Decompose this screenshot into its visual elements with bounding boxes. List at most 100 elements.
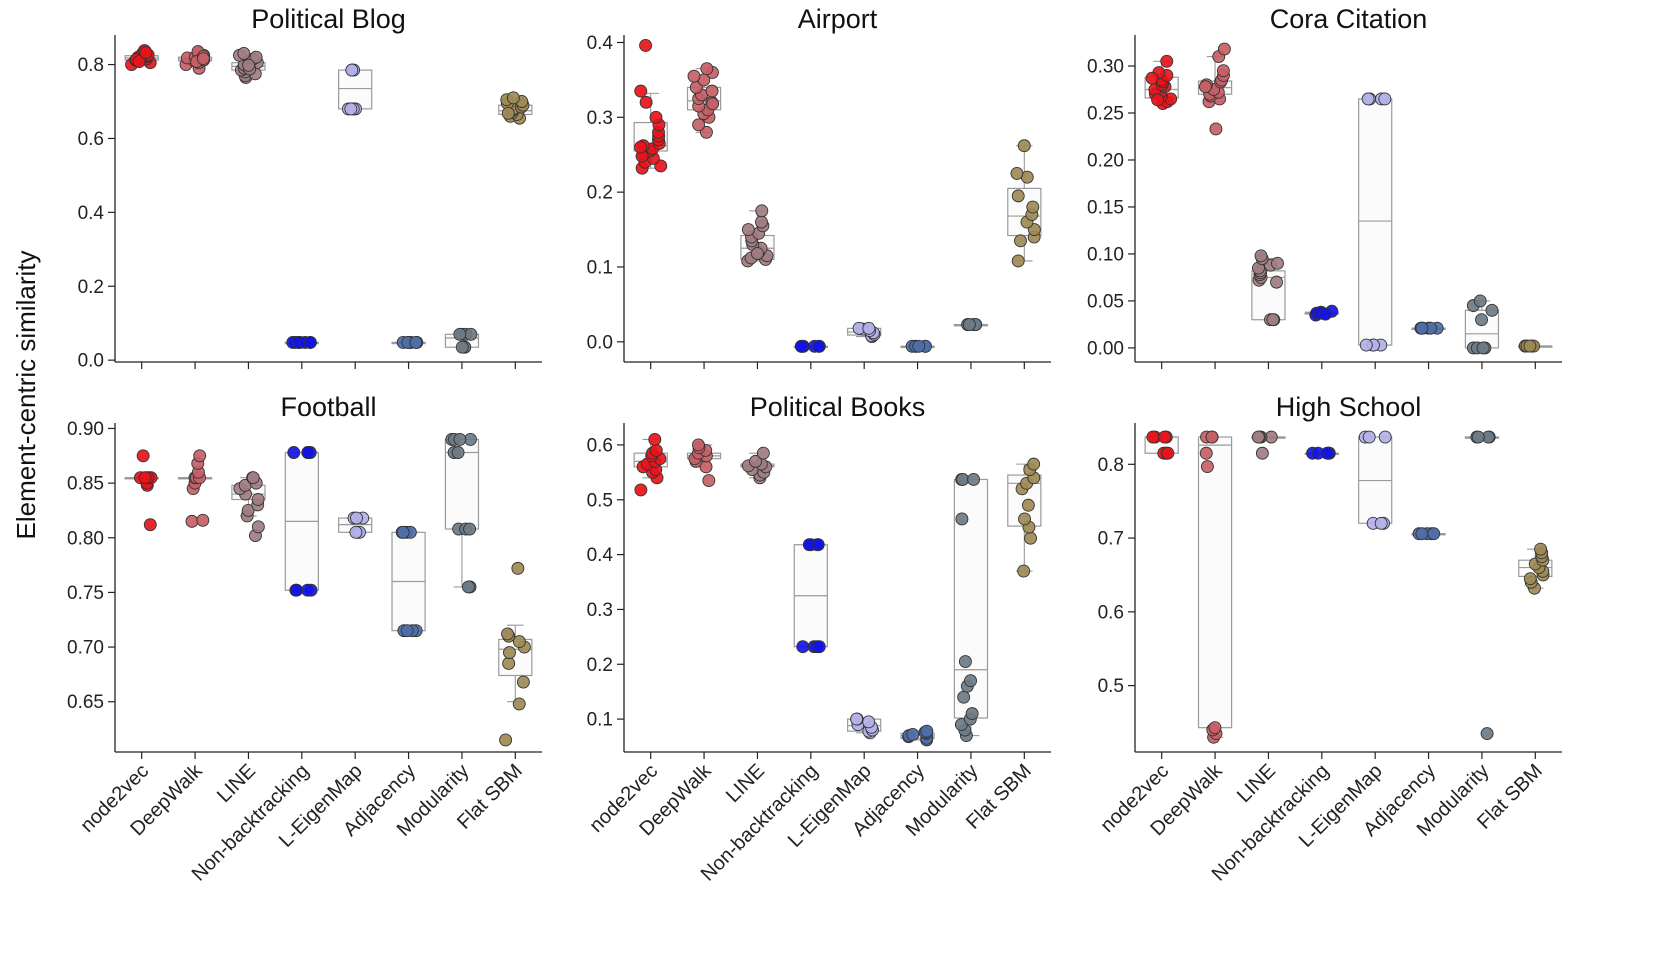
data-point	[400, 624, 414, 638]
chart-panels: Political Blog0.00.20.40.60.8Airport0.00…	[67, 4, 1562, 886]
data-point	[850, 712, 864, 726]
data-point	[958, 655, 972, 668]
data-point	[396, 525, 410, 539]
series-non-backtracking	[284, 335, 319, 349]
series-l-eigenmap	[1358, 92, 1393, 352]
data-point	[811, 538, 825, 552]
series-l-eigenmap	[338, 511, 373, 539]
series-flat-sbm	[498, 561, 533, 747]
x-tick-label-line: LINE	[1233, 760, 1280, 807]
data-point	[1378, 430, 1392, 444]
data-point	[812, 339, 826, 353]
data-point	[516, 675, 530, 689]
data-point	[136, 449, 150, 463]
data-point	[1485, 303, 1499, 317]
panel-title-political-books: Political Books	[750, 392, 926, 422]
data-point	[301, 446, 315, 459]
data-point	[1217, 42, 1231, 56]
data-point	[506, 91, 520, 105]
series-node2vec	[124, 44, 159, 72]
data-point	[1415, 321, 1429, 335]
series-non-backtracking	[793, 538, 828, 654]
y-tick-label: 0.00	[1087, 338, 1124, 359]
data-point	[906, 728, 920, 741]
data-point	[1198, 80, 1212, 94]
y-tick-label: 0.3	[587, 600, 613, 621]
data-point	[251, 520, 265, 534]
data-point	[301, 583, 315, 597]
series-adjacency	[391, 525, 426, 638]
data-point	[1017, 139, 1031, 153]
data-point	[1010, 166, 1024, 180]
y-tick-label: 0.10	[1087, 244, 1124, 265]
data-point	[462, 580, 475, 594]
data-point	[1254, 249, 1268, 263]
data-point	[1024, 531, 1038, 545]
data-point	[1209, 122, 1223, 136]
data-point	[1205, 430, 1219, 444]
data-point	[499, 733, 513, 747]
data-point	[1158, 430, 1172, 444]
data-point	[1361, 92, 1375, 106]
data-point	[634, 84, 648, 98]
data-point	[1359, 338, 1373, 352]
y-tick-label: 0.5	[1098, 676, 1124, 697]
series-flat-sbm	[1518, 339, 1553, 353]
data-point	[453, 327, 467, 341]
series-adjacency	[1411, 321, 1446, 335]
data-point	[138, 471, 152, 485]
data-point	[1270, 275, 1283, 289]
data-point	[962, 318, 976, 332]
data-point	[1018, 512, 1031, 526]
series-node2vec	[124, 449, 159, 532]
data-point	[1475, 313, 1488, 327]
data-point	[794, 339, 808, 353]
data-point	[639, 95, 653, 109]
data-point	[1027, 457, 1041, 471]
data-point	[1011, 254, 1025, 268]
series-l-eigenmap	[847, 321, 882, 344]
data-point	[1427, 527, 1441, 541]
data-point	[139, 46, 153, 60]
series-modularity	[953, 318, 989, 332]
series-line	[1251, 430, 1286, 460]
panel-title-political-blog: Political Blog	[251, 4, 406, 34]
y-tick-label: 0.4	[78, 203, 105, 224]
series-deepwalk	[686, 438, 722, 488]
data-point	[241, 503, 255, 517]
data-point	[964, 674, 978, 688]
data-point	[287, 446, 301, 459]
y-tick-label: 0.90	[67, 419, 104, 440]
data-point	[502, 657, 516, 670]
series-modularity	[1464, 430, 1500, 741]
series-line	[740, 204, 775, 268]
data-point	[634, 483, 648, 497]
data-point	[451, 446, 465, 459]
series-modularity	[953, 473, 989, 742]
data-point	[967, 473, 981, 486]
data-point	[700, 62, 714, 76]
data-point	[1199, 446, 1213, 460]
data-point	[242, 58, 256, 72]
data-point	[755, 204, 769, 218]
data-point	[249, 50, 263, 64]
data-point	[1251, 430, 1265, 444]
data-point	[455, 340, 469, 354]
series-line	[231, 471, 266, 543]
series-node2vec	[1144, 430, 1179, 460]
series-node2vec	[633, 433, 668, 497]
series-flat-sbm	[1007, 139, 1042, 268]
data-point	[912, 339, 926, 353]
panel-title-airport: Airport	[798, 4, 878, 34]
data-point	[756, 446, 770, 460]
data-point	[1523, 339, 1537, 353]
data-point	[862, 715, 876, 729]
data-point	[648, 433, 662, 446]
data-point	[196, 513, 210, 527]
data-point	[1471, 430, 1485, 444]
data-point	[691, 438, 705, 452]
y-tick-label: 0.6	[587, 435, 613, 456]
panel-political-blog: Political Blog 0.0 0.2 0.4 0.6 0.8	[78, 4, 542, 372]
y-tick-label: 0.0	[78, 351, 104, 372]
y-tick-label: 0.30	[1087, 57, 1124, 78]
